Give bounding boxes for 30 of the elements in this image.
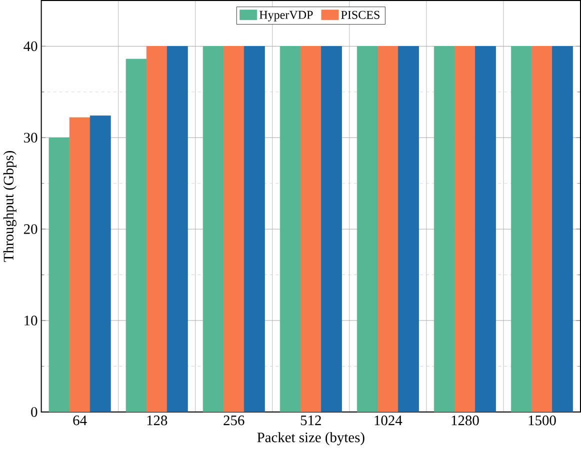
x-tick-label: 512 — [300, 416, 321, 426]
bar — [320, 46, 342, 412]
bar — [48, 138, 70, 412]
y-tick-label: 20 — [24, 224, 38, 234]
y-tick-label: 40 — [24, 42, 38, 52]
bar — [90, 116, 111, 412]
legend-label: HyperVDP — [259, 11, 313, 22]
x-tick-label: 1280 — [452, 416, 479, 426]
bar — [166, 46, 188, 412]
y-tick-label: 30 — [24, 132, 38, 143]
bar — [398, 46, 419, 412]
y-tick-label: 0 — [31, 407, 38, 418]
bar — [280, 46, 301, 412]
bar — [510, 46, 532, 412]
x-tick-label: 256 — [224, 416, 244, 426]
bar — [356, 46, 378, 412]
bar — [434, 46, 455, 412]
x-tick-label: 1500 — [528, 416, 556, 426]
y-axis-title: Throughput (Gbps) — [3, 151, 16, 262]
y-tick-label: 10 — [24, 316, 38, 326]
legend-label: PISCES — [341, 11, 380, 20]
x-tick-label: 128 — [147, 416, 168, 426]
bar — [244, 46, 265, 412]
x-tick-label: 1024 — [374, 416, 402, 426]
x-axis-title: Packet size (bytes) — [257, 432, 364, 446]
x-tick-label: 64 — [73, 416, 87, 426]
bar — [552, 46, 574, 412]
bar — [475, 46, 496, 412]
bar — [202, 46, 224, 412]
bar — [126, 59, 147, 412]
